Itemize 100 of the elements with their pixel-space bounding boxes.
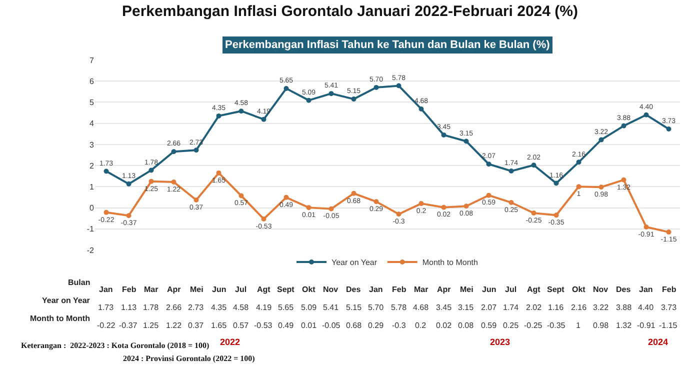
data-label: -0.22 (97, 321, 116, 330)
data-label: 5.78 (391, 303, 408, 312)
point (508, 200, 514, 205)
x-tick-label: Okt (572, 285, 586, 294)
x-tick-label: Jul (505, 285, 517, 294)
data-label: 3.73 (661, 303, 678, 312)
data-label: 4.40 (638, 303, 654, 312)
x-tick-label: Sept (547, 285, 565, 294)
point (104, 168, 109, 174)
y-tick-label: 4 (90, 119, 95, 128)
data-label: 5.65 (278, 303, 294, 312)
data-label: 4.58 (233, 303, 250, 312)
point (148, 168, 154, 173)
chart-title: Perkembangan Inflasi Gorontalo Januari 2022-Februari 2024 (%) (122, 3, 578, 20)
point (464, 138, 469, 144)
x-tick-label: Feb (662, 285, 676, 294)
y-tick-label: 1 (90, 182, 95, 192)
x-tick-label: Mar (144, 285, 158, 294)
x-tick-label: Apr (437, 285, 451, 294)
data-label: 2.02 (526, 303, 542, 312)
point (464, 204, 469, 209)
y-tick-label: 7 (90, 56, 95, 65)
data-label: 0.57 (233, 321, 250, 330)
text: Year on Year (42, 296, 90, 305)
point (486, 192, 492, 198)
data-label: 0.37 (188, 321, 204, 330)
data-label: 1.74 (503, 303, 520, 312)
point (418, 106, 424, 112)
data-label: 5.41 (323, 303, 340, 312)
data-label: -0.05 (322, 321, 341, 330)
data-label: 4.35 (211, 303, 228, 312)
point (171, 180, 176, 185)
point (261, 116, 266, 122)
text: 2022 (220, 337, 240, 347)
data-label: -0.25 (524, 321, 543, 330)
data-label: 0.2 (415, 321, 427, 330)
data-label: 4.68 (413, 303, 430, 312)
point (216, 170, 222, 176)
point (284, 194, 289, 200)
x-axis-title: Bulan (68, 278, 90, 287)
text: 2024 : Provinsi Gorontalo (2022 = 100) (123, 354, 256, 363)
data-label: 1.78 (143, 303, 160, 312)
point (126, 213, 132, 218)
data-label: 0.29 (368, 321, 384, 330)
text: 2024 (648, 337, 668, 347)
chart-subtitle: Perkembangan Inflasi Tahun ke Tahun dan Bulan ke Bulan (%) (225, 39, 550, 51)
data-label: 3.45 (436, 303, 452, 312)
x-tick-label: Feb (392, 285, 406, 294)
data-label: -0.37 (119, 321, 138, 330)
point (328, 206, 334, 212)
point (554, 180, 559, 186)
text: Keterangan : 2022-2023 : Kota Gorontalo (2018 = 100) (21, 341, 210, 350)
y-tick-label: -1 (86, 224, 95, 234)
point (486, 162, 492, 167)
point (171, 149, 176, 154)
x-tick-label: Nov (593, 285, 609, 294)
data-label: 1.22 (166, 321, 182, 330)
point (598, 137, 604, 142)
data-label: 2.73 (188, 303, 204, 312)
point (418, 201, 424, 206)
data-label: 0.08 (458, 321, 474, 330)
data-label: -0.3 (392, 321, 406, 330)
point (306, 205, 312, 210)
x-tick-label: Mei (190, 285, 204, 294)
data-label: 0.68 (346, 321, 362, 330)
x-tick-label: Jul (235, 285, 247, 294)
point (621, 177, 626, 182)
x-tick-label: Sept (277, 285, 295, 294)
data-label: 2.66 (166, 303, 182, 312)
data-label: 1.32 (616, 321, 632, 330)
data-label: 2.16 (571, 303, 588, 312)
point (396, 212, 402, 217)
data-label: -1.15 (659, 321, 678, 330)
data-label: -0.35 (547, 321, 566, 330)
point (284, 86, 289, 91)
point (666, 230, 672, 235)
point (351, 190, 356, 196)
text: 2023 (490, 337, 510, 347)
point (104, 210, 109, 215)
point (621, 123, 626, 128)
y-tick-label: 5 (90, 98, 95, 108)
point (148, 178, 154, 184)
point (374, 84, 379, 90)
x-tick-label: Des (616, 285, 632, 294)
x-tick-label: Jan (639, 285, 653, 294)
data-label: -0.91 (637, 321, 656, 330)
point (531, 210, 536, 216)
point (576, 184, 582, 190)
data-label: 0.02 (436, 321, 452, 330)
point (126, 181, 132, 186)
point (328, 91, 334, 96)
point (644, 112, 649, 118)
point (238, 193, 244, 198)
y-tick-label: 0 (90, 204, 95, 213)
data-label: 4.19 (256, 303, 272, 312)
data-label: 1.16 (548, 303, 564, 312)
data-label: 0.98 (593, 321, 610, 330)
x-tick-label: Des (346, 285, 362, 294)
legend-label: Year on Year (332, 258, 378, 268)
data-label: 3.22 (593, 303, 610, 312)
